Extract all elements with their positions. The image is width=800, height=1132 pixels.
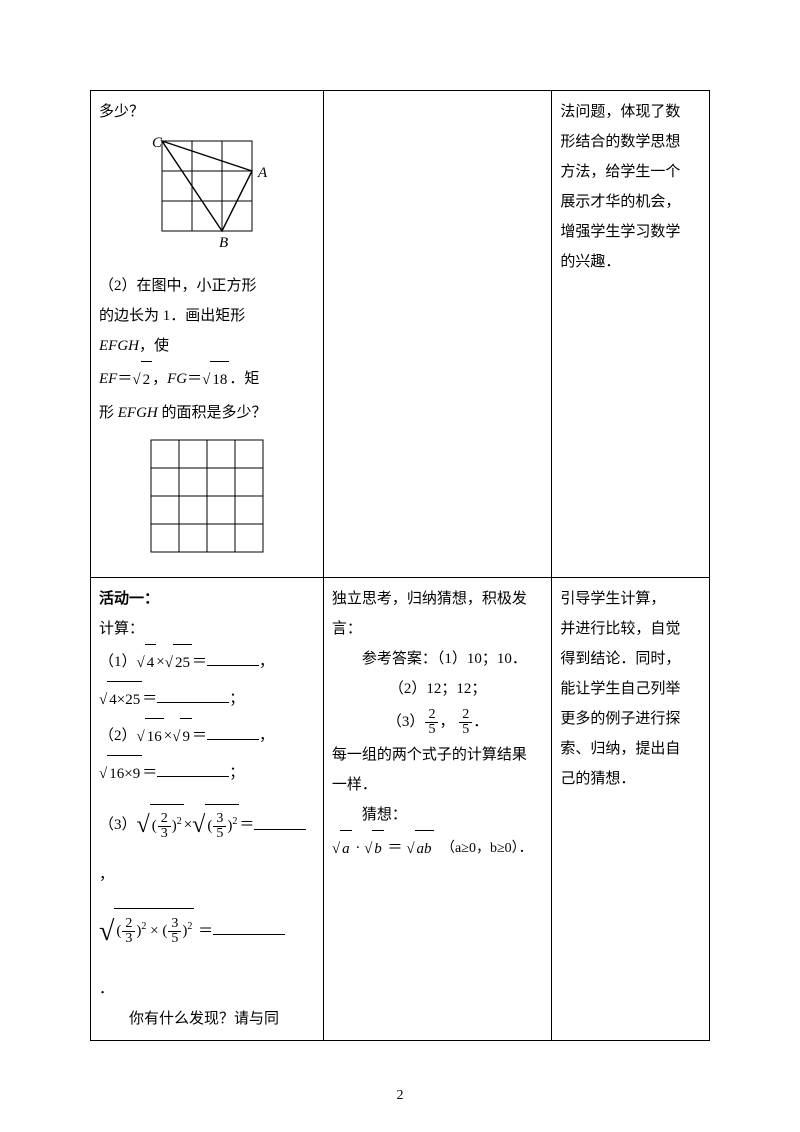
sqrt-frac23sq: √(23)2 [137, 792, 184, 859]
p2-line1: （2）在图中，小正方形 [99, 271, 315, 301]
conditions: （a≥0，b≥0）． [441, 841, 533, 856]
ans-3: （3）25， 25． [332, 704, 544, 740]
p2-line4: EF＝√2，FG＝√18．矩 [99, 361, 315, 398]
calc-2a: （2）√16×√9＝， [99, 718, 315, 755]
table-row: 多少？ [91, 91, 710, 578]
blank [157, 685, 229, 703]
ans-l1: 独立思考，归纳猜想，积极发 [332, 584, 544, 614]
sqrt-ab: √ab [406, 830, 433, 867]
p2-line3: EFGH，使 [99, 331, 315, 361]
guess-formula: √a · √b ＝ √ab （a≥0，b≥0）． [332, 830, 544, 867]
blank [157, 759, 229, 777]
note-line: 索、归纳，提出自 [560, 734, 701, 764]
ef-label: EF [99, 371, 117, 387]
sqrt-2: √2 [132, 361, 152, 398]
conc-2: 一样． [332, 770, 544, 800]
cell-problem-1: 多少？ [91, 91, 324, 578]
ans-2: （2）12；12； [332, 674, 544, 704]
blank [213, 917, 285, 935]
cell-notes-2: 引导学生计算， 并进行比较，自觉 得到结论．同时， 能让学生自己列举 更多的例子… [552, 578, 710, 1041]
frac-2-5-b: 25 [459, 708, 472, 737]
note-line: 得到结论．同时， [560, 644, 701, 674]
note-line: 并进行比较，自觉 [560, 614, 701, 644]
note-line: 的兴趣． [560, 247, 701, 277]
note-line: 增强学生学习数学 [560, 217, 701, 247]
question-intro: 多少？ [99, 97, 315, 127]
calc-3a-comma: ， [99, 860, 315, 890]
tail-question: 你有什么发现？请与同 [99, 1004, 315, 1034]
sqrt-frac35sq: √(35)2 [192, 792, 239, 859]
note-line: 法问题，体现了数 [560, 97, 701, 127]
cell-empty [323, 91, 552, 578]
calc-3a: （3）√(23)2×√(35)2＝ [99, 792, 315, 859]
sqrt-25: √25 [165, 644, 192, 681]
blank [207, 722, 259, 740]
figure-2 [99, 434, 315, 569]
efgh-label-2: EFGH [118, 405, 158, 421]
note-line: 更多的例子进行探 [560, 704, 701, 734]
note-line: 形结合的数学思想 [560, 127, 701, 157]
cell-answers: 独立思考，归纳猜想，积极发 言： 参考答案：（1）10；10． （2）12；12… [323, 578, 552, 1041]
sqrt-16: √16 [137, 718, 164, 755]
calc-label: 计算： [99, 614, 315, 644]
note-line: 引导学生计算， [560, 584, 701, 614]
blank-grid-svg [142, 434, 272, 558]
sqrt-16x9: √16×9 [99, 755, 142, 792]
note-line: 方法，给学生一个 [560, 157, 701, 187]
ref-line: 参考答案：（1）10；10． [332, 644, 544, 674]
sqrt-b: √b [364, 830, 384, 867]
blank [254, 812, 306, 830]
figure-1: C A B [99, 133, 315, 269]
svg-text:A: A [257, 165, 268, 181]
page-number: 2 [0, 1088, 800, 1104]
cell-notes-1: 法问题，体现了数 形结合的数学思想 方法，给学生一个 展示才华的机会， 增强学生… [552, 91, 710, 578]
svg-text:B: B [219, 235, 228, 251]
efgh-label: EFGH [99, 338, 139, 354]
guess-label: 猜想： [332, 800, 544, 830]
note-line: 展示才华的机会， [560, 187, 701, 217]
calc-3b: √(23)2 × (35)2 ＝ [99, 890, 315, 974]
note-line: 己的猜想． [560, 764, 701, 794]
lesson-table: 多少？ [90, 90, 710, 1041]
ans-l2: 言： [332, 614, 544, 644]
calc-1b: √4×25＝； [99, 681, 315, 718]
p2-line2: 的边长为 1．画出矩形 [99, 301, 315, 331]
sqrt-4x25: √4×25 [99, 681, 142, 718]
conc-1: 每一组的两个式子的计算结果 [332, 740, 544, 770]
p2-line5: 形 EFGH 的面积是多少？ [99, 398, 315, 428]
sqrt-a: √a [332, 830, 352, 867]
triangle-grid-svg: C A B [127, 133, 287, 258]
calc-1a: （1）√4×√25＝， [99, 644, 315, 681]
frac-2-5: 25 [425, 708, 438, 737]
sqrt-18: √18 [202, 361, 229, 398]
calc-3b-period: ． [99, 974, 315, 1004]
calc-2b: √16×9＝； [99, 755, 315, 792]
note-line: 能让学生自己列举 [560, 674, 701, 704]
activity-title: 活动一： [99, 584, 315, 614]
sqrt-4: √4 [137, 644, 157, 681]
fg-label: FG [167, 371, 187, 387]
cell-activity-1: 活动一： 计算： （1）√4×√25＝， √4×25＝； （2）√16×√9＝，… [91, 578, 324, 1041]
sqrt-9: √9 [172, 718, 192, 755]
svg-text:C: C [152, 135, 163, 151]
sqrt-frac-prod: √(23)2 × (35)2 [99, 890, 194, 974]
blank [207, 648, 259, 666]
table-row: 活动一： 计算： （1）√4×√25＝， √4×25＝； （2）√16×√9＝，… [91, 578, 710, 1041]
